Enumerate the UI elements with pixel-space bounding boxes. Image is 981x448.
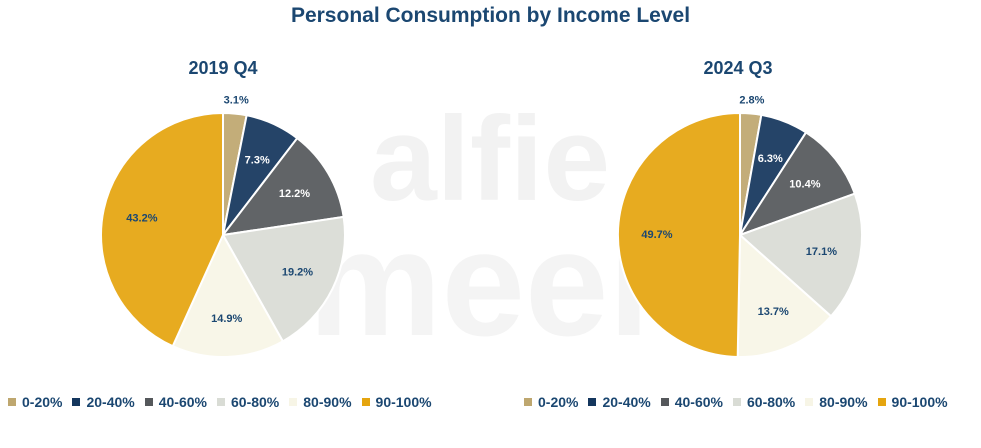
- legend-item-20-40pct: 20-40%: [72, 394, 135, 410]
- legend-item-0-20pct: 0-20%: [8, 394, 62, 410]
- legend-swatch: [805, 398, 814, 406]
- legend-label: 20-40%: [602, 394, 651, 410]
- pie-title-2024q3: 2024 Q3: [703, 58, 773, 78]
- pie-slice-40-60pct: [737, 131, 857, 237]
- legend-item-90-100pct: 90-100%: [877, 394, 948, 410]
- data-label-20-40pct: 6.3%: [758, 153, 783, 165]
- legend-label: 90-100%: [891, 394, 948, 410]
- pie-slice-60-80pct: [738, 192, 863, 318]
- data-label-80-90pct: 14.9%: [211, 313, 242, 325]
- pie-slice-80-90pct: [171, 232, 285, 358]
- legend-item-60-80pct: 60-80%: [217, 394, 279, 410]
- legend-item-90-100pct: 90-100%: [361, 394, 432, 410]
- legend-item-80-90pct: 80-90%: [805, 394, 868, 410]
- chart-title: Personal Consumption by Income Level: [290, 4, 691, 27]
- legend-label: 90-100%: [375, 394, 432, 410]
- data-label-60-80pct: 17.1%: [806, 246, 837, 258]
- data-label-90-100pct: 49.7%: [641, 229, 672, 241]
- svg-text:alfie: alfie: [370, 92, 610, 226]
- legend-swatch: [877, 398, 886, 406]
- pie-slice-40-60pct: [220, 136, 345, 237]
- legend-swatch: [733, 398, 741, 406]
- pie-slice-90-100pct: [616, 111, 741, 358]
- legend-swatch: [588, 398, 597, 406]
- legend-item-40-60pct: 40-60%: [660, 394, 723, 410]
- data-label-60-80pct: 19.2%: [282, 266, 313, 278]
- data-label-0-20pct: 3.1%: [224, 95, 249, 107]
- pie-slice-90-100pct: [100, 111, 224, 348]
- pie-chart-2019q4: 3.1% 7.3% 12.2% 19.2% 14.9% 43.2%: [100, 95, 346, 358]
- data-label-20-40pct: 7.3%: [245, 154, 270, 166]
- legend-label: 80-90%: [303, 394, 352, 410]
- data-label-40-60pct: 12.2%: [279, 188, 310, 200]
- pie-slice-60-80pct: [221, 215, 346, 343]
- legend-label: 60-80%: [747, 394, 796, 410]
- legend-label: 60-80%: [231, 394, 280, 410]
- legend-label: 40-60%: [158, 394, 207, 410]
- legend-swatch: [144, 398, 153, 406]
- legend-2024q3: 0-20% 20-40% 40-60% 60-80% 80-90% 90-100%: [524, 392, 958, 412]
- data-label-0-20pct: 2.8%: [739, 95, 764, 107]
- legend-item-40-60pct: 40-60%: [144, 394, 207, 410]
- legend-swatch: [361, 398, 370, 406]
- data-label-40-60pct: 10.4%: [789, 178, 820, 190]
- legend-label: 20-40%: [86, 394, 135, 410]
- pie-slice-80-90pct: [736, 232, 833, 358]
- legend-item-80-90pct: 80-90%: [289, 394, 352, 410]
- legend-2019q4: 0-20% 20-40% 40-60% 60-80% 80-90% 90-100%: [8, 392, 442, 412]
- legend-item-20-40pct: 20-40%: [588, 394, 651, 410]
- pie-chart-2024q3: 2.8% 6.3% 10.4% 17.1% 13.7% 49.7%: [616, 95, 863, 358]
- legend-swatch: [8, 398, 16, 406]
- legend-swatch: [289, 398, 298, 406]
- legend-item-0-20pct: 0-20%: [524, 394, 578, 410]
- legend-label: 0-20%: [22, 394, 63, 410]
- legend-swatch: [217, 398, 225, 406]
- legend-swatch: [660, 398, 669, 406]
- legend-label: 0-20%: [538, 394, 579, 410]
- legend-item-60-80pct: 60-80%: [733, 394, 795, 410]
- data-label-90-100pct: 43.2%: [126, 213, 157, 225]
- legend-label: 40-60%: [674, 394, 723, 410]
- legend-label: 80-90%: [819, 394, 868, 410]
- legend-swatch: [524, 398, 532, 406]
- pie-title-2019q4: 2019 Q4: [188, 58, 258, 78]
- data-label-80-90pct: 13.7%: [758, 306, 789, 318]
- legend-swatch: [72, 398, 81, 406]
